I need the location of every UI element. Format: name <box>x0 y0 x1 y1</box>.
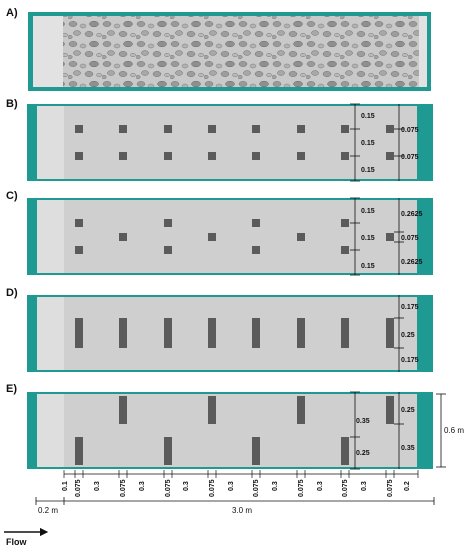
dim-d-outer-1: 0.175 <box>401 304 419 311</box>
dim-c-inner-2: 0.15 <box>361 235 375 242</box>
spacing-label: 0.075 <box>120 479 127 497</box>
dim-b-outer-2: 0.075 <box>401 154 419 161</box>
dimension-lines-c <box>350 197 404 276</box>
spacing-ruler <box>63 470 419 478</box>
dimension-lines-b <box>350 103 404 182</box>
spacing-label: 0.075 <box>298 479 305 497</box>
spacing-label: 0.075 <box>165 479 172 497</box>
dim-b-outer-1: 0.075 <box>401 127 419 134</box>
spacing-label: 0.075 <box>75 479 82 497</box>
test-section-length-label: 3.0 m <box>232 506 252 515</box>
gravel-bed <box>63 16 419 87</box>
spacing-label: 0.075 <box>209 479 216 497</box>
dim-d-outer-3: 0.175 <box>401 357 419 364</box>
panel-label-e: E) <box>6 383 17 395</box>
dim-e-outer-1: 0.25 <box>401 407 415 414</box>
spacing-label: 0.075 <box>253 479 260 497</box>
dim-c-outer-3: 0.2625 <box>401 259 423 266</box>
panel-label-d: D) <box>6 287 18 299</box>
dim-b-inner-2: 0.15 <box>361 140 375 147</box>
dimension-lines-e <box>350 391 446 470</box>
spacing-labels: 0.1 0.075 0.3 0.075 0.3 0.075 0.3 0.075 … <box>62 479 411 497</box>
channel-a <box>28 12 431 91</box>
channel-d: 0.175 0.25 0.175 <box>27 295 433 372</box>
dim-b-inner-3: 0.15 <box>361 167 375 174</box>
spacing-label: 0.3 <box>317 481 324 491</box>
square-blocks-c <box>75 219 394 254</box>
panel-label-b: B) <box>6 98 18 110</box>
spacing-label: 0.075 <box>387 479 394 497</box>
spacing-label: 0.3 <box>361 481 368 491</box>
spacing-label: 0.3 <box>94 481 101 491</box>
spacing-label: 0.075 <box>342 479 349 497</box>
flow-label: Flow <box>6 537 27 547</box>
dim-c-outer-1: 0.2625 <box>401 211 423 218</box>
channel-e: 0.35 0.25 0.25 0.35 0.6 m <box>27 391 464 470</box>
panel-label-c: C) <box>6 190 18 202</box>
spacing-label: 0.2 <box>404 481 411 491</box>
spacing-label: 0.1 <box>62 481 69 491</box>
spacing-label: 0.3 <box>228 481 235 491</box>
square-blocks-b <box>75 125 394 160</box>
spacing-label: 0.3 <box>139 481 146 491</box>
channel-width-label: 0.6 m <box>444 426 464 435</box>
dim-d-outer-2: 0.25 <box>401 332 415 339</box>
staggered-blocks-e <box>75 396 394 465</box>
spacing-label: 0.3 <box>272 481 279 491</box>
channel-b: 0.15 0.15 0.15 0.075 0.075 <box>27 103 433 182</box>
dim-e-outer-2: 0.35 <box>401 445 415 452</box>
panel-label-a: A) <box>6 7 18 19</box>
dim-c-inner-3: 0.15 <box>361 263 375 270</box>
dim-e-inner-1: 0.35 <box>356 418 370 425</box>
dim-c-inner-1: 0.15 <box>361 208 375 215</box>
length-dimension <box>35 497 435 505</box>
inlet-length-label: 0.2 m <box>38 506 58 515</box>
dim-c-outer-2: 0.075 <box>401 235 419 242</box>
rectangular-blocks-d <box>75 318 394 348</box>
dim-b-inner-1: 0.15 <box>361 113 375 120</box>
dim-e-inner-2: 0.25 <box>356 450 370 457</box>
spacing-label: 0.3 <box>183 481 190 491</box>
dimension-lines-d <box>394 295 404 372</box>
channel-c: 0.15 0.15 0.15 0.2625 0.075 0.2625 <box>27 197 433 276</box>
